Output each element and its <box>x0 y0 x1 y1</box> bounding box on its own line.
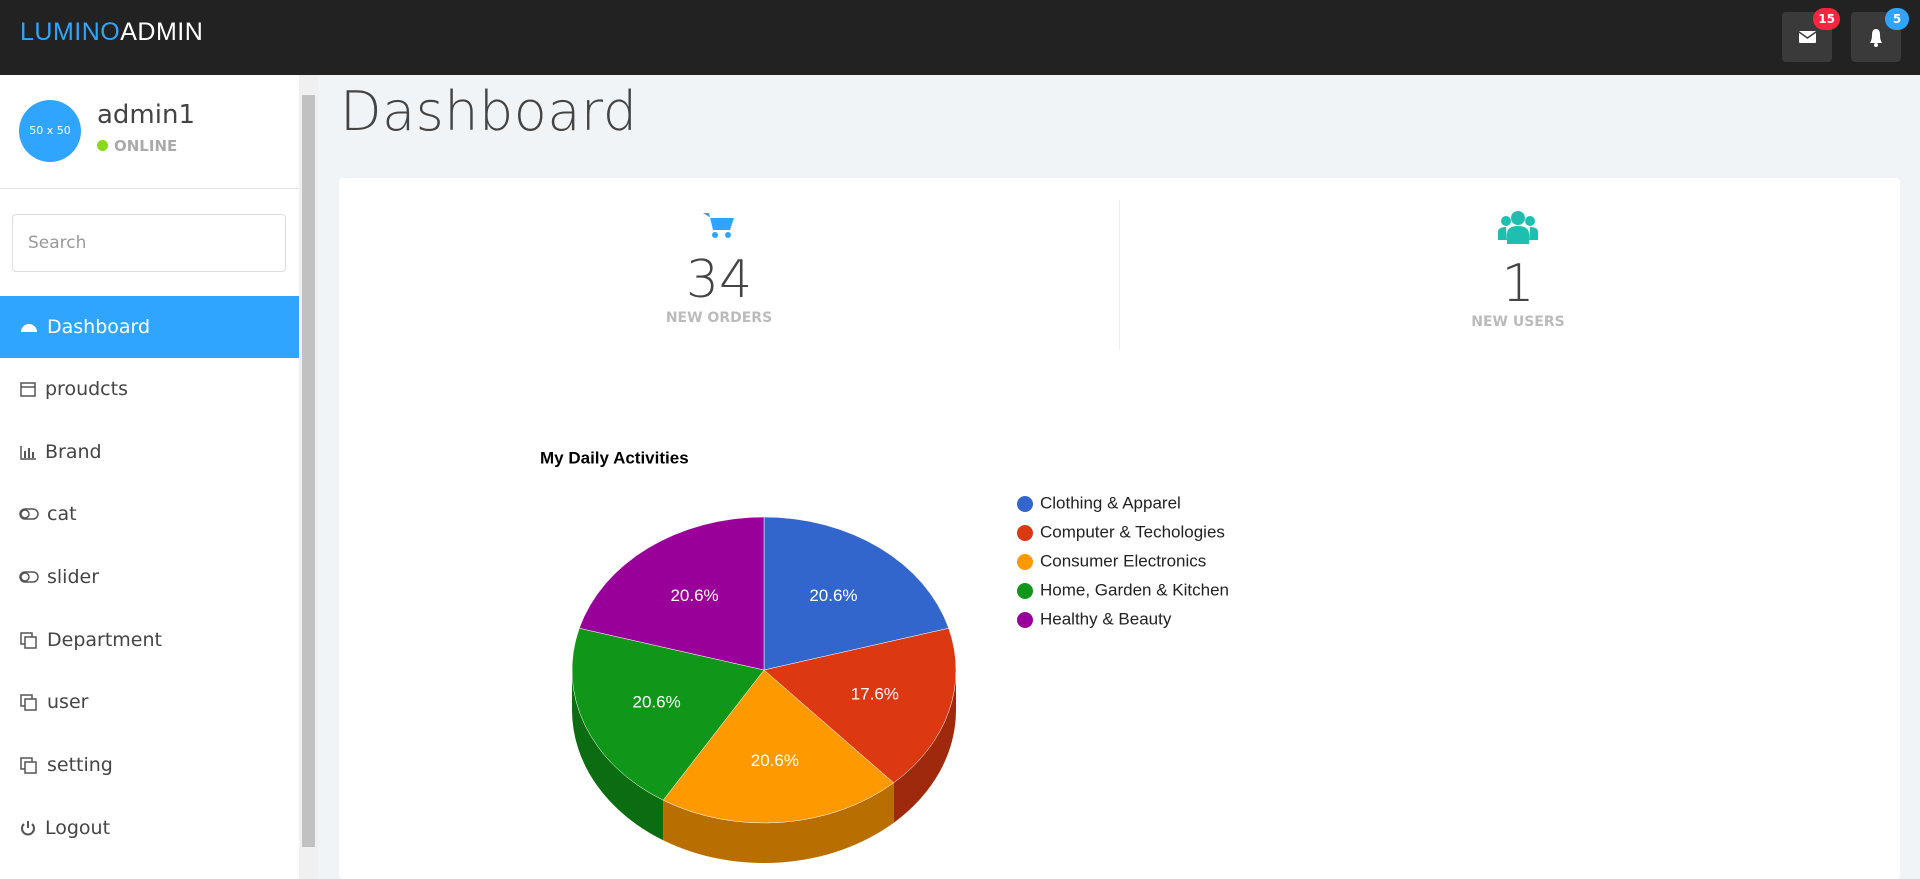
menu-label: Department <box>47 629 162 651</box>
stat-card: 34 NEW ORDERS <box>519 210 919 326</box>
page-title: Dashboard <box>340 80 638 143</box>
icon <box>20 382 36 397</box>
stat-label: NEW USERS <box>1471 314 1565 330</box>
users-icon <box>1498 211 1538 244</box>
menu-item[interactable]: proudcts <box>0 358 299 420</box>
bell-icon <box>1870 29 1882 47</box>
data-label: 20.6% <box>751 751 799 770</box>
icon <box>20 757 37 774</box>
scrollbar[interactable] <box>299 75 318 879</box>
menu-item[interactable]: Dashboard <box>0 296 299 358</box>
icon <box>21 324 37 332</box>
legend-swatch <box>1017 496 1033 512</box>
icon <box>20 446 36 460</box>
icon <box>20 632 37 649</box>
legend-label: Computer & Techologies <box>1040 522 1225 541</box>
menu-label: setting <box>47 754 113 776</box>
brand-part: ADMIN <box>120 18 204 46</box>
messages-button[interactable]: 15 <box>1782 8 1840 62</box>
pie-slice <box>662 669 895 824</box>
pie-side <box>663 782 894 863</box>
sidebar <box>0 75 299 879</box>
envelope-icon <box>1798 31 1817 43</box>
divider <box>1119 200 1120 350</box>
menu-label: Dashboard <box>47 316 151 338</box>
status: ONLINE <box>97 137 177 155</box>
data-label: 20.6% <box>809 586 857 605</box>
legend-swatch <box>1017 612 1033 628</box>
legend-label: Consumer Electronics <box>1040 551 1206 570</box>
cart-icon <box>703 213 734 238</box>
divider <box>0 188 299 189</box>
pie-side <box>572 670 664 841</box>
stat-card: 1 NEW USERS <box>1318 210 1718 330</box>
menu-item[interactable]: Logout <box>0 797 299 859</box>
scroll-thumb[interactable] <box>302 95 315 847</box>
legend-swatch <box>1017 554 1033 570</box>
stat-value: 34 <box>685 250 753 310</box>
menu-label: slider <box>47 566 100 588</box>
legend-swatch <box>1017 525 1033 541</box>
icon <box>19 508 39 520</box>
menu-item[interactable]: setting <box>0 734 299 796</box>
icon <box>20 694 37 711</box>
legend-label: Home, Garden & Kitchen <box>1040 580 1229 599</box>
menu-item[interactable]: slider <box>0 546 299 608</box>
legend-swatch <box>1017 583 1033 599</box>
badge: 15 <box>1813 8 1840 30</box>
legend-label: Healthy & Beauty <box>1040 609 1172 628</box>
menu-item[interactable]: user <box>0 671 299 733</box>
avatar: 50 x 50 <box>19 100 81 162</box>
badge: 5 <box>1885 8 1909 30</box>
top-bar: LUMINOADMIN 15 5 <box>0 0 1920 75</box>
pie-slice <box>763 627 957 784</box>
menu-label: cat <box>47 503 77 525</box>
data-label: 17.6% <box>851 685 899 704</box>
icon <box>19 571 39 583</box>
icon <box>21 821 35 836</box>
pie-side <box>893 670 956 823</box>
menu-item[interactable]: Brand <box>0 421 299 483</box>
username: admin1 <box>97 100 196 130</box>
menu-label: Brand <box>45 441 102 463</box>
legend-label: Clothing & Apparel <box>1040 493 1181 512</box>
alerts-button[interactable]: 5 <box>1851 8 1909 62</box>
brand-part: LUMINO <box>20 18 121 46</box>
pie-slice <box>571 627 765 801</box>
menu-label: user <box>47 691 89 713</box>
data-label: 20.6% <box>670 586 718 605</box>
menu-label: Logout <box>45 817 111 839</box>
brand[interactable]: LUMINOADMIN <box>20 18 203 47</box>
search-input[interactable]: Search <box>12 214 286 272</box>
menu-label: proudcts <box>45 378 128 400</box>
data-label: 20.6% <box>633 693 681 712</box>
stat-value: 1 <box>1501 254 1535 314</box>
menu-item[interactable]: cat <box>0 483 299 545</box>
menu-item[interactable]: Department <box>0 609 299 671</box>
pie-slice <box>763 516 950 671</box>
stat-label: NEW ORDERS <box>665 310 773 326</box>
chart-title: My Daily Activities <box>540 448 689 467</box>
pie-slice <box>578 516 765 671</box>
